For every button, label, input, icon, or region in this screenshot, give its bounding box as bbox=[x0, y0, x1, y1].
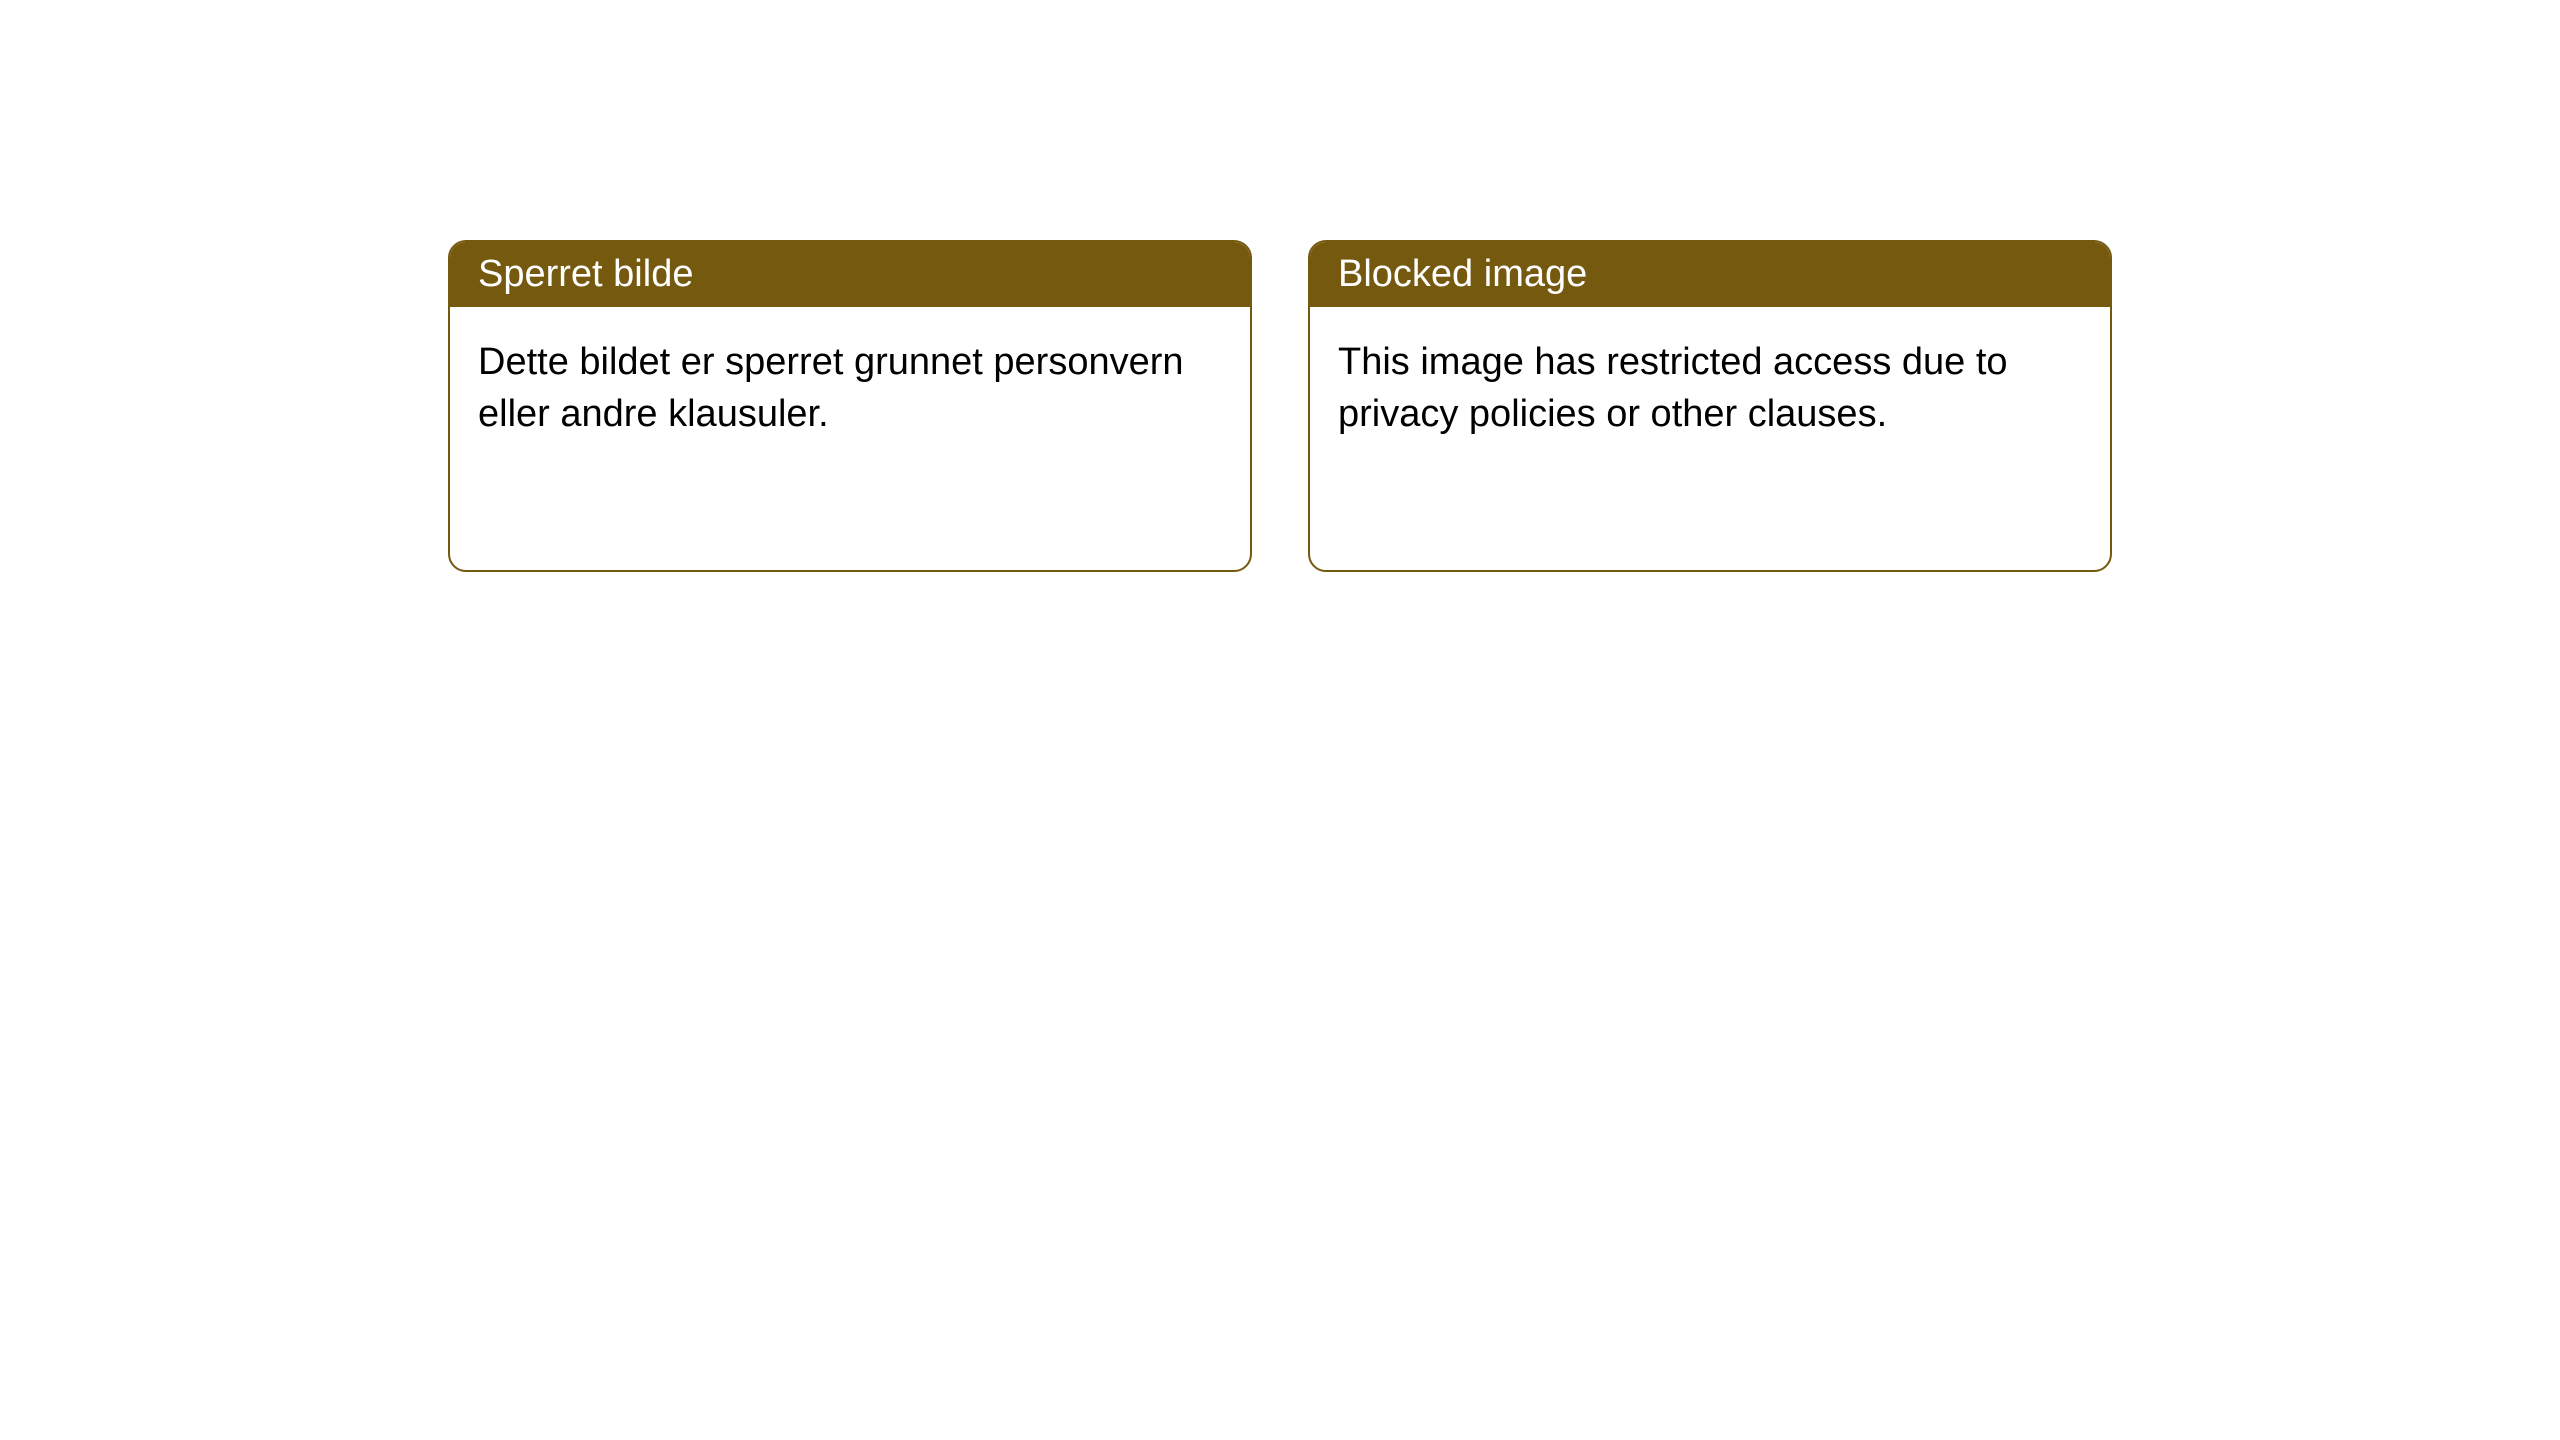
notice-card-english: Blocked image This image has restricted … bbox=[1308, 240, 2112, 572]
notice-card-norwegian: Sperret bilde Dette bildet er sperret gr… bbox=[448, 240, 1252, 572]
notice-card-title: Blocked image bbox=[1310, 242, 2110, 307]
notice-card-body: Dette bildet er sperret grunnet personve… bbox=[450, 307, 1250, 470]
notice-card-title: Sperret bilde bbox=[450, 242, 1250, 307]
notice-container: Sperret bilde Dette bildet er sperret gr… bbox=[448, 240, 2112, 572]
notice-card-body: This image has restricted access due to … bbox=[1310, 307, 2110, 470]
